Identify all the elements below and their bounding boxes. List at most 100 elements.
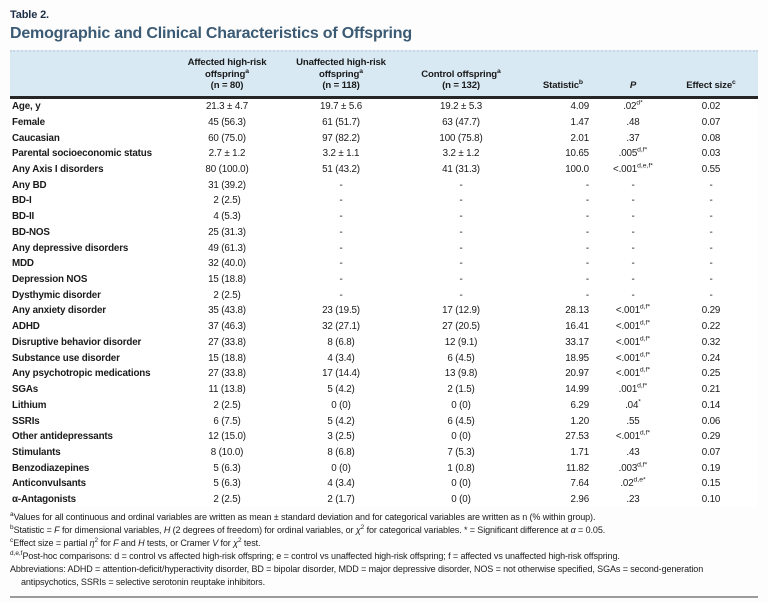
cell-statistic: 33.17: [565, 336, 589, 348]
cell-unaffected: 4 (3.4): [327, 352, 355, 364]
cell-effect: 0.25: [701, 368, 721, 380]
cell-statistic: 1.47: [570, 116, 590, 128]
column-header-control: Control offspringa (n = 132): [421, 67, 501, 92]
cell-control: 12 (9.1): [444, 336, 478, 348]
table-row: Depression NOS 15 (18.8) - - - - -: [10, 272, 758, 288]
cell-statistic: 14.99: [565, 384, 589, 396]
cell-effect: 0.32: [701, 336, 721, 348]
cell-statistic: 2.01: [570, 132, 590, 144]
cell-unaffected: 4 (3.4): [327, 478, 355, 490]
table-row: Any depressive disorders 49 (61.3) - - - - -: [10, 240, 758, 256]
cell-affected: 35 (43.8): [208, 305, 246, 317]
cell-p: -: [631, 289, 635, 301]
table-header-row: Affected high-risk offspringa (n = 80) Unaf…: [10, 50, 758, 99]
cell-unaffected: 0 (0): [331, 399, 351, 411]
table-row: Substance use disorder 15 (18.8) 4 (3.4) 6 …: [10, 350, 758, 366]
cell-p: .55: [626, 415, 640, 427]
row-label: α-Antagonists: [12, 494, 76, 506]
row-label: Any Axis I disorders: [12, 164, 104, 176]
cell-p: -: [631, 258, 635, 270]
cell-statistic: 6.29: [570, 399, 590, 411]
cell-unaffected: 19.7 ± 5.6: [319, 101, 362, 113]
row-label: Stimulants: [12, 446, 61, 458]
table-row: BD-I 2 (2.5) - - - - -: [10, 193, 758, 209]
cell-p: .04*: [625, 398, 641, 411]
cell-p: <.001d,f*: [615, 304, 651, 317]
row-label: Other antidepressants: [12, 431, 113, 443]
table-row: Dysthymic disorder 2 (2.5) - - - - -: [10, 287, 758, 303]
table-row: Other antidepressants 12 (15.0) 3 (2.5) 0 (…: [10, 429, 758, 445]
cell-control: -: [459, 242, 463, 254]
row-label: Parental socioeconomic status: [12, 148, 152, 160]
cell-effect: 0.55: [701, 164, 721, 176]
cell-unaffected: 61 (51.7): [322, 116, 360, 128]
footnote: bStatistic = F for dimensional variables…: [10, 524, 606, 536]
cell-effect: -: [709, 226, 713, 238]
cell-effect: -: [709, 274, 713, 286]
cell-statistic: 100.0: [565, 164, 589, 176]
cell-unaffected: 2 (1.7): [327, 494, 355, 506]
cell-p: .02d*: [623, 99, 643, 113]
cell-unaffected: -: [339, 242, 343, 254]
footnote: cEffect size = partial η2 for F and H te…: [10, 537, 261, 549]
cell-effect: -: [709, 242, 713, 254]
table-row: Stimulants 8 (10.0) 8 (6.8) 7 (5.3) 1.71 .43 0…: [10, 445, 758, 461]
cell-effect: 0.08: [701, 132, 721, 144]
cell-effect: 0.29: [701, 305, 721, 317]
cell-p: <.001d,f*: [615, 367, 651, 380]
cell-control: -: [459, 179, 463, 191]
cell-effect: 0.14: [701, 399, 721, 411]
cell-effect: 0.03: [701, 148, 721, 160]
table-row: Disruptive behavior disorder 27 (33.8) 8 (…: [10, 335, 758, 351]
cell-unaffected: 3.2 ± 1.1: [322, 148, 360, 160]
cell-p: <.001d,f*: [615, 319, 651, 333]
table-row: Benzodiazepines 5 (6.3) 0 (0) 1 (0.8) 11.82.…: [10, 460, 758, 476]
cell-p: -: [631, 226, 635, 238]
cell-effect: -: [709, 258, 713, 270]
cell-p: .23: [626, 494, 640, 506]
column-header-effect: Effect sizec: [686, 79, 736, 92]
cell-unaffected: 97 (82.2): [322, 132, 360, 144]
cell-affected: 80 (100.0): [205, 164, 249, 176]
table-row: BD-II 4 (5.3) - - - - -: [10, 209, 758, 225]
cell-affected: 6 (7.5): [213, 415, 241, 427]
cell-p: .43: [626, 446, 640, 458]
table-row: Caucasian 60 (75.0) 97 (82.2) 100 (75.8) 2.0…: [10, 130, 758, 146]
cell-statistic: -: [585, 274, 589, 286]
cell-affected: 45 (56.3): [208, 116, 246, 128]
cell-effect: 0.29: [701, 431, 721, 443]
cell-effect: 0.15: [701, 478, 721, 490]
cell-unaffected: 3 (2.5): [327, 431, 355, 443]
cell-p: .48: [626, 116, 640, 128]
cell-control: 100 (75.8): [439, 132, 483, 144]
row-label: SGAs: [12, 384, 39, 396]
cell-effect: 0.22: [701, 321, 721, 333]
cell-p: .37: [626, 132, 640, 144]
table-row: Lithium 2 (2.5) 0 (0) 0 (0) 6.29 .04* 0.14: [10, 397, 758, 413]
row-label: BD-I: [12, 195, 32, 207]
cell-affected: 32 (40.0): [208, 258, 246, 270]
cell-affected: 8 (10.0): [210, 446, 244, 458]
cell-statistic: -: [585, 226, 589, 238]
cell-control: 1 (0.8): [447, 462, 475, 474]
row-label: MDD: [12, 258, 34, 270]
footnote: aValues for all continuous and ordinal v…: [10, 511, 596, 523]
cell-p: .001d,f*: [618, 382, 648, 396]
cell-statistic: -: [585, 211, 589, 223]
cell-statistic: 7.64: [570, 478, 590, 490]
footnote: Abbreviations: ADHD = attention-deficit/…: [10, 564, 704, 588]
cell-unaffected: -: [339, 195, 343, 207]
cell-unaffected: 5 (4.2): [327, 415, 355, 427]
cell-effect: -: [709, 211, 713, 223]
cell-effect: 0.21: [701, 384, 721, 396]
cell-affected: 60 (75.0): [208, 132, 246, 144]
table-row: SSRIs 6 (7.5) 5 (4.2) 6 (4.5) 1.20 .55 0.06: [10, 413, 758, 429]
cell-statistic: -: [585, 242, 589, 254]
cell-control: 7 (5.3): [447, 446, 475, 458]
cell-p: -: [631, 195, 635, 207]
cell-control: -: [459, 195, 463, 207]
row-label: Dysthymic disorder: [12, 289, 101, 301]
table-row: Age, y 21.3 ± 4.7 19.7 ± 5.6 19.2 ± 5.3 4.09…: [10, 99, 758, 115]
table-row: BD-NOS 25 (31.3) - - - - -: [10, 225, 758, 241]
cell-unaffected: 17 (14.4): [322, 368, 360, 380]
